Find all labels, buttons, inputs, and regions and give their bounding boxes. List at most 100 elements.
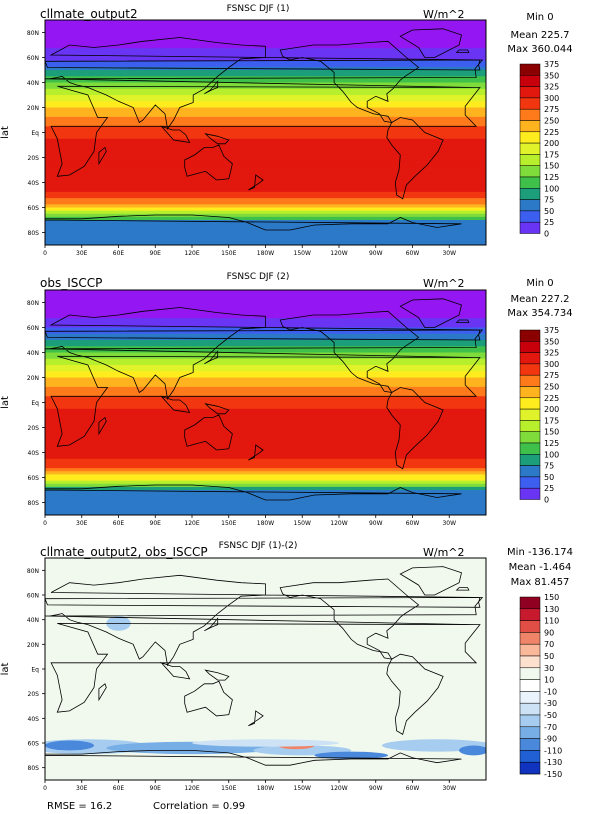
colorbar-box: [519, 341, 541, 353]
field-band: [45, 386, 486, 391]
field-band: [45, 418, 486, 422]
lon-tick-label: 120E: [184, 520, 199, 527]
field-band: [45, 474, 486, 479]
field-band: [45, 98, 486, 102]
field-band: [45, 421, 486, 425]
lon-tick-label: 150W: [294, 520, 311, 527]
lon-tick-label: 180W: [257, 785, 274, 792]
field-band: [45, 26, 486, 30]
field-band: [45, 415, 486, 419]
colorbar-label: 0: [544, 230, 549, 239]
field-band: [45, 145, 486, 149]
colorbar-label: 250: [544, 383, 559, 392]
lon-tick-label: 0: [43, 250, 47, 257]
lon-tick-label: 90E: [150, 520, 162, 527]
field-band: [45, 440, 486, 444]
field-band: [45, 449, 486, 454]
colorbar-box: [519, 632, 541, 645]
panel-2: 80N 60N 40N 20N Eq 20S 40S 60S 80S 0 30E 60E 90E 120E…: [0, 272, 573, 527]
lon-tick-label: 30E: [76, 785, 88, 792]
field-band: [45, 305, 486, 310]
colorbar-label: 150: [544, 593, 559, 602]
field-band: [45, 226, 486, 230]
lon-tick-label: 120E: [184, 785, 199, 792]
colorbar-label: -50: [544, 711, 557, 720]
field-band: [45, 216, 486, 221]
lat-tick-label: Eq: [31, 400, 39, 407]
lat-tick-label: 60N: [27, 593, 39, 600]
field-band: [45, 173, 486, 177]
field-band: [45, 148, 486, 152]
lat-tick-label: 80N: [27, 568, 39, 575]
colorbar-box: [519, 108, 541, 121]
field-band: [45, 88, 486, 93]
field-band: [45, 141, 486, 146]
colorbar-box: [519, 750, 541, 763]
field-band: [45, 166, 486, 171]
colorbar-box: [519, 476, 541, 489]
stat-line: Max 81.457: [511, 577, 570, 588]
field-band: [45, 110, 486, 115]
field-band: [45, 191, 486, 196]
colorbar-label: 25: [544, 218, 554, 227]
field-band: [45, 151, 486, 155]
colorbar-label: -90: [544, 735, 557, 744]
colorbar-label: 50: [544, 652, 554, 661]
field-band: [45, 241, 486, 245]
field-band: [45, 235, 486, 240]
colorbar-box: [519, 329, 541, 342]
colorbar-label: 325: [544, 83, 559, 92]
field-band: [45, 333, 486, 338]
colorbar-box: [519, 679, 541, 692]
field-band: [45, 126, 486, 130]
lon-tick-label: 120W: [330, 785, 347, 792]
colorbar-box: [519, 63, 541, 76]
colorbar-label: 325: [544, 349, 559, 358]
colorbar-label: 125: [544, 439, 559, 448]
colorbar-box: [519, 431, 541, 444]
colorbar-label: 50: [544, 473, 554, 482]
field-band: [45, 465, 486, 469]
field-band: [45, 355, 486, 360]
field-band: [45, 377, 486, 382]
lat-tick-label: 40S: [28, 716, 40, 723]
field-band: [45, 408, 486, 413]
field-band: [45, 213, 486, 218]
lon-tick-label: 30W: [442, 250, 456, 257]
lon-tick-label: 60E: [113, 520, 125, 527]
lat-tick-label: 80N: [27, 30, 39, 37]
colorbar-box: [519, 702, 541, 716]
colorbar-box: [519, 142, 541, 155]
lat-tick-label: Eq: [31, 667, 39, 674]
field-band: [45, 160, 486, 165]
field-band: [45, 508, 486, 513]
stat-line: Mean 227.2: [510, 294, 569, 305]
field-band: [45, 343, 486, 347]
field-band: [45, 123, 486, 127]
field-band: [45, 443, 486, 447]
stat-line: Min 0: [526, 278, 553, 289]
units-label: W/m^2: [423, 277, 465, 290]
lat-tick-label: 20S: [28, 155, 40, 162]
lat-tick-label: 60S: [28, 741, 40, 748]
field-band: [45, 210, 486, 215]
field-band: [45, 290, 486, 294]
lat-tick-label: 20N: [27, 642, 39, 649]
field-band: [45, 138, 486, 143]
lat-tick-label: 40N: [27, 617, 39, 624]
field-band: [45, 402, 486, 407]
colorbar-box: [519, 691, 541, 704]
colorbar-label: 375: [544, 60, 559, 69]
lat-tick-label: 20N: [27, 375, 39, 382]
colorbar-box: [519, 165, 541, 178]
colorbar-box: [519, 176, 541, 189]
lat-tick-label: Eq: [31, 130, 39, 137]
panel-left-title: obs_ISCCP: [40, 276, 102, 290]
lon-tick-label: 120E: [184, 250, 199, 257]
field-band: [45, 38, 486, 43]
panel-left-title: cllmate_output2, obs_ISCCP: [40, 545, 208, 559]
field-band: [45, 195, 486, 199]
colorbar-label: -150: [544, 770, 562, 779]
field-band: [45, 238, 486, 243]
